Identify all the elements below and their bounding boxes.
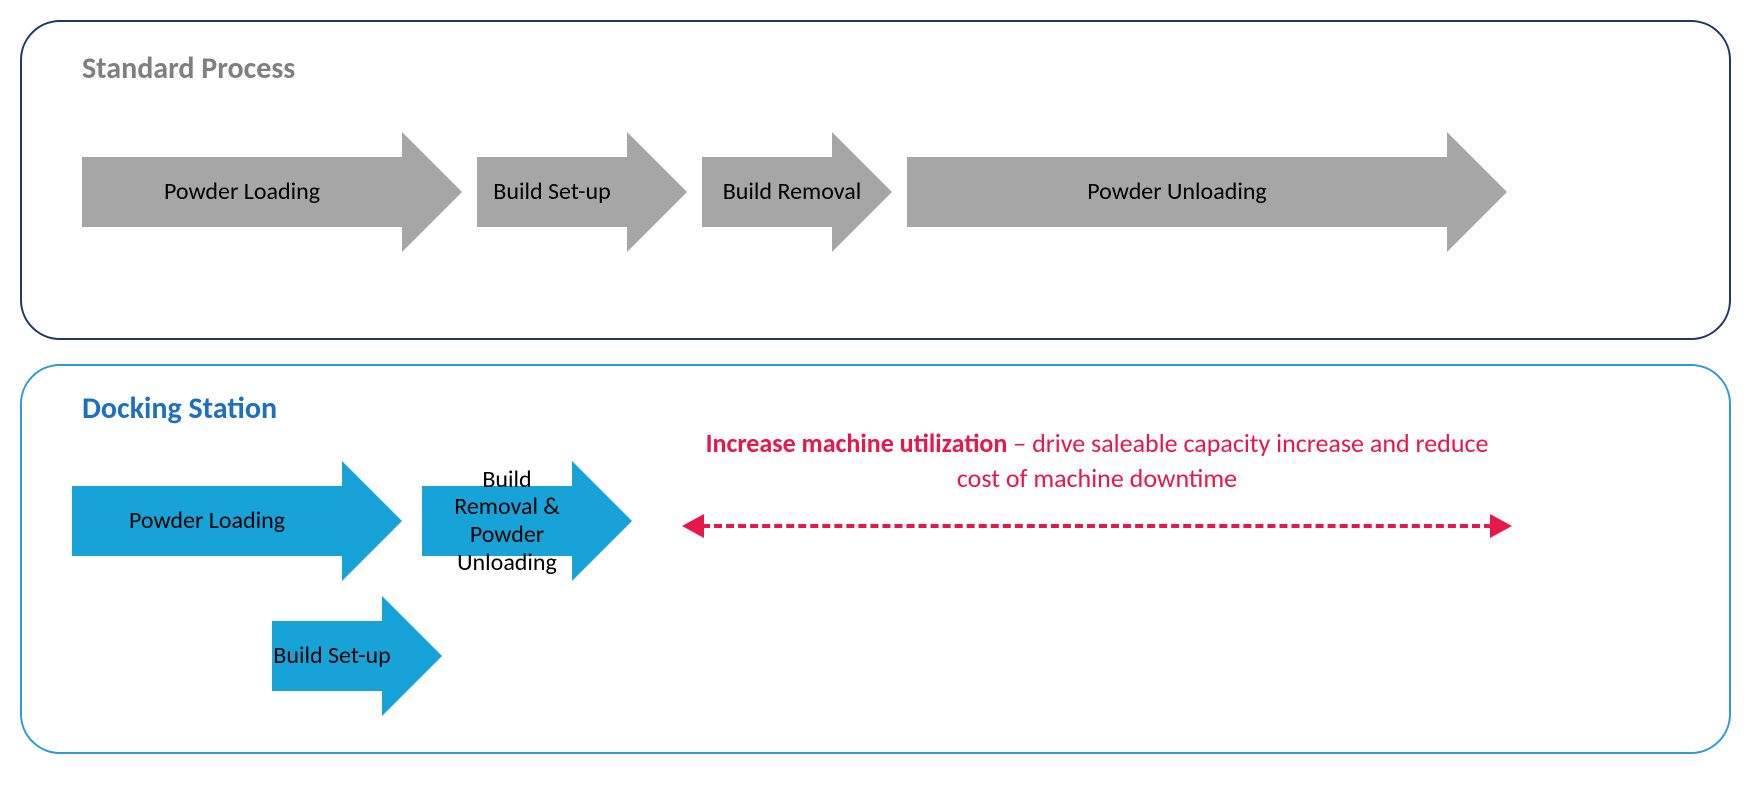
arrow-body: Powder Unloading: [907, 157, 1447, 227]
arrow-head-icon: [832, 132, 892, 252]
arrow-label: Powder Loading: [164, 178, 320, 206]
arrow-label: Build Set-up: [493, 178, 610, 206]
arrow-head-icon: [1447, 132, 1507, 252]
arrow-label: Powder Unloading: [1087, 178, 1266, 206]
arrow-head-icon: [382, 596, 442, 716]
arrow-body: [702, 157, 832, 227]
arrow-std-powder-loading: Powder Loading: [82, 132, 462, 252]
arrow-std-build-setup: Build Set-up: [477, 132, 687, 252]
arrow-head-icon: [402, 132, 462, 252]
arrow-right-head-icon: [1490, 514, 1512, 538]
arrow-head-icon: [627, 132, 687, 252]
arrow-head-icon: [342, 461, 402, 581]
arrow-body: Powder Loading: [82, 157, 402, 227]
benefit-rest: – drive saleable capacity increase and r…: [957, 427, 1489, 494]
arrow-dock-powder-loading: Powder Loading: [72, 461, 402, 581]
arrow-body: [422, 486, 572, 556]
docking-station-title: Docking Station: [82, 390, 277, 427]
docking-station-panel: Docking Station Powder Loading Build Set…: [20, 364, 1731, 754]
arrow-dock-build-setup: Build Set-up: [272, 596, 442, 716]
benefit-text: Increase machine utilization – drive sal…: [702, 426, 1492, 496]
arrow-body: [272, 621, 382, 691]
benefit-bold: Increase machine utilization: [706, 427, 1008, 459]
arrow-label: Powder Loading: [129, 507, 285, 535]
arrow-dock-build-removal: Build Removal & Powder Unloading: [422, 461, 632, 581]
standard-process-panel: Standard Process Powder Loading Build Se…: [20, 20, 1731, 340]
dashed-line: [702, 524, 1492, 528]
arrow-body: Powder Loading: [72, 486, 342, 556]
arrow-std-build-removal: Build Removal: [702, 132, 892, 252]
arrow-body: Build Set-up: [477, 157, 627, 227]
standard-process-title: Standard Process: [82, 50, 295, 87]
arrow-head-icon: [572, 461, 632, 581]
arrow-std-powder-unloading: Powder Unloading: [907, 132, 1507, 252]
arrow-left-head-icon: [682, 514, 704, 538]
